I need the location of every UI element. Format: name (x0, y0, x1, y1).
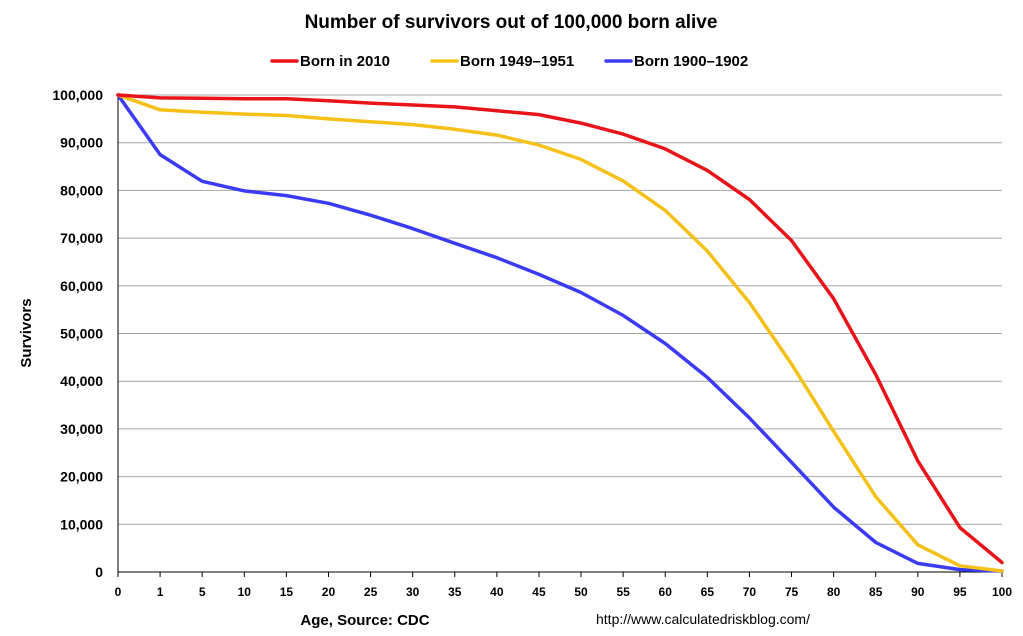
x-tick-label: 55 (616, 585, 630, 599)
x-tick-label: 25 (364, 585, 378, 599)
axes (117, 95, 1002, 573)
x-tick-label: 1 (157, 585, 164, 599)
x-tick-label: 15 (280, 585, 294, 599)
x-tick-label: 60 (659, 585, 673, 599)
x-tick-label: 70 (743, 585, 757, 599)
x-axis-label: Age, Source: CDC (300, 612, 429, 629)
x-tick-label: 95 (953, 585, 967, 599)
legend: Born in 2010 Born 1949–1951 Born 1900–1902 (270, 53, 748, 70)
x-tick-label: 75 (785, 585, 799, 599)
series-lines (116, 93, 1004, 573)
y-tick-label: 70,000 (60, 230, 103, 246)
x-tick-label: 10 (238, 585, 252, 599)
y-axis-label: Survivors (18, 298, 35, 367)
x-tick-label: 0 (115, 585, 122, 599)
y-tick-label: 30,000 (60, 421, 103, 437)
legend-label: Born in 2010 (300, 53, 390, 70)
legend-label: Born 1900–1902 (634, 53, 748, 70)
y-tick-label: 80,000 (60, 182, 103, 198)
source-url: http://www.calculatedriskblog.com/ (596, 611, 810, 627)
legend-label: Born 1949–1951 (460, 53, 574, 70)
y-tick-label: 90,000 (60, 135, 103, 151)
y-tick-label: 40,000 (60, 373, 103, 389)
x-tick-label: 90 (911, 585, 925, 599)
y-tick-label: 50,000 (60, 326, 103, 342)
y-tick-label: 100,000 (52, 87, 103, 103)
x-tick-label: 65 (701, 585, 715, 599)
x-tick-label: 80 (827, 585, 841, 599)
y-tick-label: 60,000 (60, 278, 103, 294)
x-tick-label: 30 (406, 585, 420, 599)
x-tick-label: 5 (199, 585, 206, 599)
gridlines (118, 94, 1002, 525)
y-tick-label: 10,000 (60, 516, 103, 532)
x-tick-label: 40 (490, 585, 504, 599)
chart-title: Number of survivors out of 100,000 born … (305, 12, 718, 33)
x-tick-label: 85 (869, 585, 883, 599)
y-axis-ticks: 0 10,000 20,000 30,000 40,000 50,000 60,000 70,… (52, 87, 103, 580)
series-line-2 (116, 93, 1004, 573)
x-tick-label: 45 (532, 585, 546, 599)
x-axis-ticks: 0 1 5 10 15 20 25 30 35 40 45 50 55 60 65 70 75 80 85 90 95 1… (115, 572, 1012, 599)
series-line-0 (116, 93, 1004, 565)
x-tick-label: 50 (574, 585, 588, 599)
x-tick-label: 35 (448, 585, 462, 599)
x-tick-label: 100 (992, 585, 1012, 599)
y-tick-label: 0 (95, 564, 103, 580)
x-tick-label: 20 (322, 585, 336, 599)
y-tick-label: 20,000 (60, 469, 103, 485)
series-line-1 (116, 93, 1004, 573)
